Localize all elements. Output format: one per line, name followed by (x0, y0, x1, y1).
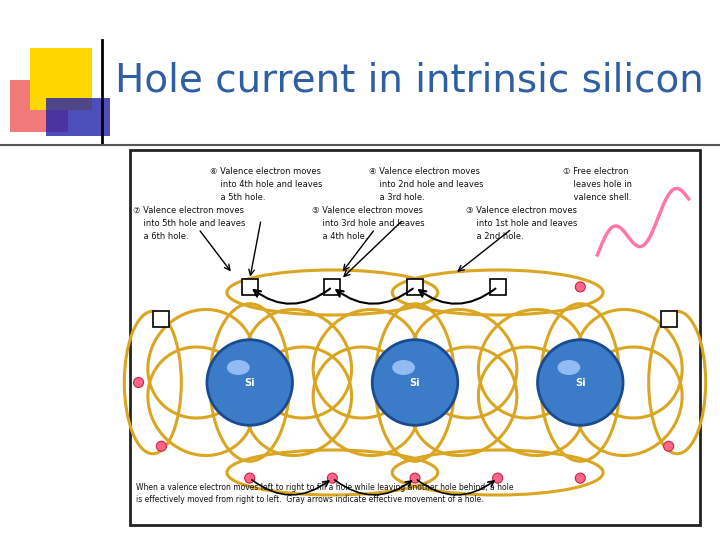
FancyArrowPatch shape (417, 480, 494, 495)
Bar (10, 80, 68, 132)
Text: Si: Si (410, 377, 420, 388)
Text: a 3rd hole.: a 3rd hole. (369, 193, 425, 202)
Circle shape (245, 282, 255, 292)
Circle shape (156, 314, 166, 324)
Text: ⑦ Valence electron moves: ⑦ Valence electron moves (133, 206, 244, 215)
Text: into 5th hole and leaves: into 5th hole and leaves (133, 219, 246, 228)
Circle shape (207, 340, 292, 426)
Circle shape (492, 282, 503, 292)
FancyArrowPatch shape (253, 288, 330, 304)
Text: ⑥ Valence electron moves: ⑥ Valence electron moves (210, 167, 321, 176)
Circle shape (156, 441, 166, 451)
Text: a 4th hole.: a 4th hole. (312, 232, 368, 241)
Circle shape (664, 314, 674, 324)
Bar (661, 310, 677, 327)
Bar (153, 310, 169, 327)
Text: When a valence electron moves left to right to fill a hole while leaving another: When a valence electron moves left to ri… (135, 483, 513, 504)
Circle shape (372, 340, 458, 426)
Circle shape (328, 473, 338, 483)
Text: a 2nd hole.: a 2nd hole. (467, 232, 524, 241)
Text: ④ Valence electron moves: ④ Valence electron moves (369, 167, 480, 176)
FancyArrowPatch shape (419, 288, 495, 304)
Text: Hole current in intrinsic silicon: Hole current in intrinsic silicon (115, 61, 703, 99)
Text: Si: Si (244, 377, 255, 388)
Text: a 6th hole.: a 6th hole. (133, 232, 189, 241)
Text: ③ Valence electron moves: ③ Valence electron moves (467, 206, 577, 215)
Bar (490, 279, 505, 295)
Circle shape (410, 282, 420, 292)
Circle shape (492, 473, 503, 483)
Circle shape (664, 441, 674, 451)
Text: into 3rd hole and leaves: into 3rd hole and leaves (312, 219, 425, 228)
Circle shape (328, 282, 338, 292)
Circle shape (538, 340, 623, 426)
Ellipse shape (392, 360, 415, 375)
Ellipse shape (227, 360, 250, 375)
Circle shape (410, 473, 420, 483)
Text: Si: Si (575, 377, 585, 388)
Bar (30, 48, 92, 110)
Circle shape (133, 377, 143, 388)
Text: ① Free electron: ① Free electron (563, 167, 629, 176)
FancyArrowPatch shape (335, 480, 411, 495)
Bar (130, 150, 700, 525)
FancyArrowPatch shape (252, 480, 328, 495)
Ellipse shape (557, 360, 580, 375)
Text: leaves hole in: leaves hole in (563, 180, 632, 189)
Circle shape (575, 473, 585, 483)
Circle shape (245, 473, 255, 483)
Text: into 2nd hole and leaves: into 2nd hole and leaves (369, 180, 484, 189)
Bar (242, 279, 258, 295)
Text: valence shell.: valence shell. (563, 193, 631, 202)
Bar (407, 279, 423, 295)
Text: a 5th hole.: a 5th hole. (210, 193, 265, 202)
Text: into 1st hole and leaves: into 1st hole and leaves (467, 219, 577, 228)
FancyArrowPatch shape (336, 288, 413, 304)
Text: into 4th hole and leaves: into 4th hole and leaves (210, 180, 322, 189)
Text: ⑤ Valence electron moves: ⑤ Valence electron moves (312, 206, 423, 215)
Circle shape (575, 282, 585, 292)
Bar (324, 279, 341, 295)
Bar (46, 98, 110, 136)
